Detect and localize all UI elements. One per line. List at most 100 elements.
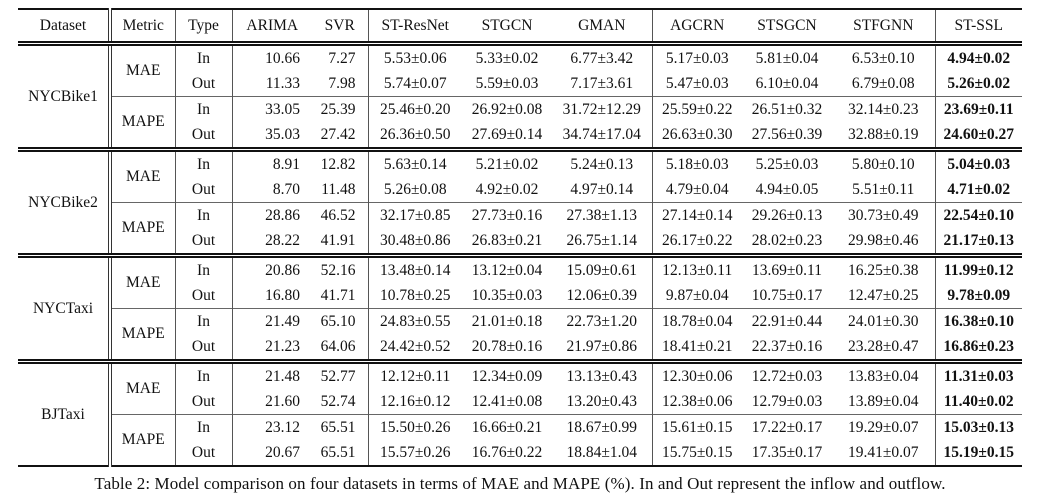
type-cell: Out xyxy=(175,177,233,203)
table-row: Out 21.60 52.74 12.16±0.12 12.41±0.08 13… xyxy=(18,389,1022,415)
value-cell: 15.50±0.26 xyxy=(368,414,462,440)
value-cell: 32.88±0.19 xyxy=(832,122,936,150)
best-value-cell: 5.26±0.02 xyxy=(947,74,1011,92)
value-cell: 15.61±0.15 xyxy=(652,414,742,440)
table-caption: Table 2: Model comparison on four datase… xyxy=(94,474,946,493)
value-cell: 25.59±0.22 xyxy=(652,96,742,122)
metric-cell: MAE xyxy=(110,43,176,97)
value-cell: 5.59±0.03 xyxy=(475,74,539,92)
value-cell: 11.33 xyxy=(265,74,300,92)
metric-cell: MAPE xyxy=(110,414,176,466)
value-cell: 18.78±0.04 xyxy=(652,308,742,334)
value-cell: 12.38±0.06 xyxy=(661,392,733,410)
value-cell: 29.98±0.46 xyxy=(832,228,936,256)
value-cell: 12.72±0.03 xyxy=(742,359,832,389)
value-cell: 13.20±0.43 xyxy=(552,389,653,415)
value-cell: 16.25±0.38 xyxy=(832,253,936,283)
value-cell: 18.84±1.04 xyxy=(552,440,653,466)
value-cell: 18.67±0.99 xyxy=(552,414,653,440)
type-cell: In xyxy=(175,308,233,334)
metric-cell: MAE xyxy=(110,147,176,203)
type-cell: Out xyxy=(175,334,233,362)
best-value-cell: 24.60±0.27 xyxy=(943,125,1014,143)
header-gman: GMAN xyxy=(552,9,653,46)
best-value-cell: 9.78±0.09 xyxy=(947,286,1011,304)
header-agcrn: AGCRN xyxy=(652,9,742,46)
table-row: NYCTaxi MAE In 20.86 52.16 13.48±0.14 13… xyxy=(18,253,1022,362)
value-cell: 5.25±0.03 xyxy=(742,147,832,177)
value-cell: 33.05 xyxy=(232,96,312,122)
header-row: Dataset Metric Type ARIMA SVR ST-ResNet … xyxy=(18,9,1022,46)
value-cell: 26.36±0.50 xyxy=(379,125,451,143)
value-cell: 12.47±0.25 xyxy=(832,283,936,309)
value-cell: 12.82 xyxy=(312,147,369,177)
value-cell: 23.12 xyxy=(232,414,312,440)
header-arima: ARIMA xyxy=(232,9,312,46)
value-cell: 21.23 xyxy=(265,337,300,355)
value-cell: 5.33±0.02 xyxy=(475,49,539,67)
table-row: MAPE In 21.49 65.10 24.83±0.55 21.01±0.1… xyxy=(18,308,1022,362)
table-row: Out 8.70 11.48 5.26±0.08 4.92±0.02 4.97±… xyxy=(18,177,1022,203)
value-cell: 5.18±0.03 xyxy=(652,147,742,177)
value-cell: 52.16 xyxy=(312,253,369,283)
header-svr: SVR xyxy=(312,9,369,46)
type-cell: Out xyxy=(175,122,233,150)
value-cell: 24.42±0.52 xyxy=(379,337,451,355)
value-cell: 26.92±0.08 xyxy=(462,96,552,122)
value-cell: 27.38±1.13 xyxy=(552,202,653,228)
value-cell: 24.83±0.55 xyxy=(368,308,462,334)
table-row: MAPE In 23.12 65.51 15.50±0.26 16.66±0.2… xyxy=(18,414,1022,466)
value-cell: 30.73±0.49 xyxy=(832,202,936,228)
value-cell: 5.81±0.04 xyxy=(755,49,819,67)
value-cell: 35.03 xyxy=(265,125,300,143)
value-cell: 17.35±0.17 xyxy=(751,443,823,461)
value-cell: 13.89±0.04 xyxy=(832,389,936,415)
value-cell: 16.76±0.22 xyxy=(471,443,543,461)
best-value-cell: 5.04±0.03 xyxy=(935,147,1022,177)
value-cell: 12.30±0.06 xyxy=(652,359,742,389)
type-cell: In xyxy=(175,202,233,228)
value-cell: 10.66 xyxy=(265,49,300,67)
value-cell: 26.75±1.14 xyxy=(552,228,653,256)
value-cell: 5.51±0.11 xyxy=(832,177,936,203)
value-cell: 65.51 xyxy=(312,440,369,466)
value-cell: 6.77±3.42 xyxy=(552,43,653,71)
best-value-cell: 15.19±0.15 xyxy=(943,443,1014,461)
value-cell: 22.73±1.20 xyxy=(552,308,653,334)
dataset-cell: BJTaxi xyxy=(18,359,112,466)
best-value-cell: 4.94±0.02 xyxy=(947,49,1011,67)
value-cell: 27.42 xyxy=(312,122,369,150)
value-cell: 6.10±0.04 xyxy=(755,74,819,92)
group-nyctaxi: NYCTaxi MAE In 20.86 52.16 13.48±0.14 13… xyxy=(18,253,1022,362)
value-cell: 27.56±0.39 xyxy=(751,125,823,143)
value-cell: 64.06 xyxy=(312,334,369,362)
type-cell: Out xyxy=(175,71,233,97)
value-cell: 5.26±0.08 xyxy=(383,180,447,198)
value-cell: 26.17±0.22 xyxy=(661,231,733,249)
type-cell: Out xyxy=(175,389,233,415)
best-value-cell: 11.99±0.12 xyxy=(935,253,1022,283)
value-cell: 10.78±0.25 xyxy=(379,286,451,304)
value-cell: 15.09±0.61 xyxy=(552,253,653,283)
table-row: Out 11.33 7.98 5.74±0.07 5.59±0.03 7.17±… xyxy=(18,71,1022,97)
dataset-cell: NYCBike2 xyxy=(18,147,112,256)
value-cell: 5.17±0.03 xyxy=(665,49,729,67)
best-value-cell: 16.86±0.23 xyxy=(943,337,1014,355)
type-cell: In xyxy=(175,359,233,389)
value-cell: 13.12±0.04 xyxy=(462,253,552,283)
table-header: Dataset Metric Type ARIMA SVR ST-ResNet … xyxy=(18,9,1022,46)
value-cell: 6.79±0.08 xyxy=(832,71,936,97)
value-cell: 21.60 xyxy=(265,392,300,410)
header-st-ssl: ST-SSL xyxy=(935,9,1022,46)
value-cell: 8.70 xyxy=(272,180,300,198)
best-value-cell: 11.40±0.02 xyxy=(943,392,1014,410)
table-row: Out 21.23 64.06 24.42±0.52 20.78±0.16 21… xyxy=(18,334,1022,362)
value-cell: 32.17±0.85 xyxy=(368,202,462,228)
value-cell: 12.79±0.03 xyxy=(751,392,823,410)
value-cell: 10.75±0.17 xyxy=(751,286,823,304)
value-cell: 21.01±0.18 xyxy=(462,308,552,334)
header-st-resnet: ST-ResNet xyxy=(368,9,462,46)
value-cell: 5.80±0.10 xyxy=(832,147,936,177)
value-cell: 15.57±0.26 xyxy=(379,443,451,461)
value-cell: 30.48±0.86 xyxy=(379,231,451,249)
